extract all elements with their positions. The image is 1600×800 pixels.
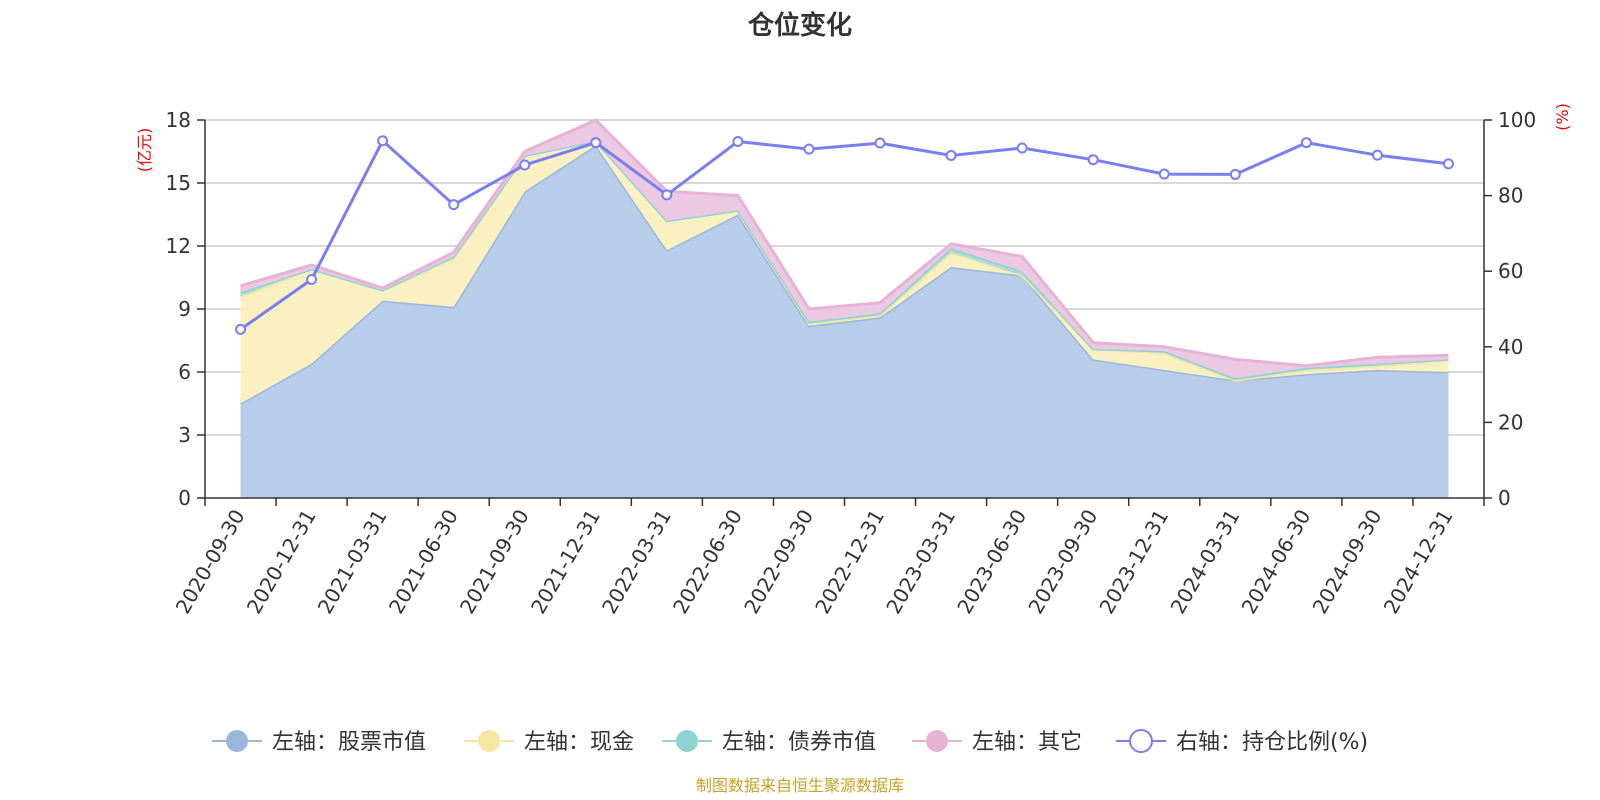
x-tick-label: 2021-03-31: [313, 505, 392, 618]
x-tick-label: 2023-09-30: [1023, 505, 1102, 618]
stacked-areas: [239, 118, 1449, 498]
ratio-point: [235, 323, 247, 335]
x-tick-label: 2022-12-31: [810, 505, 889, 618]
legend-marker: [226, 730, 248, 752]
right-tick-label: 100: [1498, 108, 1536, 132]
ratio-point: [377, 135, 389, 147]
area-series: [240, 145, 1449, 498]
x-tick-label: 2021-12-31: [526, 505, 605, 618]
ratio-point: [661, 189, 673, 201]
legend-label: 左轴：现金: [524, 730, 634, 755]
x-tick-label: 2022-03-31: [597, 505, 676, 618]
ratio-point: [1229, 168, 1241, 180]
right-tick-label: 0: [1498, 486, 1511, 510]
x-tick-label: 2021-06-30: [384, 505, 463, 618]
x-tick-label: 2020-09-30: [171, 505, 250, 618]
right-axis-unit: (%): [1553, 103, 1572, 131]
x-tick-label: 2022-06-30: [668, 505, 747, 618]
x-tick-label: 2020-12-31: [242, 505, 321, 618]
ratio-point: [306, 274, 318, 286]
right-tick-label: 80: [1498, 184, 1523, 208]
ratio-point: [448, 199, 460, 211]
ratio-point: [945, 150, 957, 162]
right-tick-label: 20: [1498, 410, 1523, 434]
legend-item: 左轴：其它: [912, 730, 1082, 755]
ratio-point: [1016, 142, 1028, 154]
x-tick-label: 2024-12-31: [1379, 505, 1458, 618]
x-tick-label: 2024-06-30: [1237, 505, 1316, 618]
legend-marker: [478, 730, 500, 752]
right-tick-label: 60: [1498, 259, 1523, 283]
ratio-point: [1442, 158, 1454, 170]
ratio-point: [1158, 168, 1170, 180]
area-series-edge: [240, 118, 1449, 368]
legend-marker: [1129, 729, 1153, 753]
right-tick-label: 40: [1498, 335, 1523, 359]
ratio-point: [732, 136, 744, 148]
legend-marker: [926, 730, 948, 752]
legend-label: 右轴：持仓比例(%): [1176, 730, 1368, 755]
x-tick-label: 2024-09-30: [1308, 505, 1387, 618]
holding-ratio-line: [235, 135, 1454, 335]
left-tick-label: 6: [178, 360, 191, 384]
left-tick-label: 12: [166, 234, 191, 258]
left-tick-label: 0: [178, 486, 191, 510]
legend-label: 左轴：股票市值: [272, 730, 426, 755]
ratio-line-path: [239, 138, 1449, 331]
legend: 左轴：股票市值 左轴：现金 左轴：债券市值 左轴：其它 右轴：持仓比例(%): [212, 729, 1368, 755]
x-tick-label: 2021-09-30: [455, 505, 534, 618]
ratio-point: [519, 159, 531, 171]
left-tick-label: 9: [178, 297, 191, 321]
x-tick-label: 2024-03-31: [1165, 505, 1244, 618]
legend-item: 左轴：债券市值: [662, 730, 876, 755]
ratio-point: [590, 137, 602, 149]
ratio-point: [1371, 149, 1383, 161]
legend-marker: [676, 730, 698, 752]
left-axis-unit: (亿元): [135, 128, 154, 173]
ratio-point: [874, 137, 886, 149]
ratio-point: [1087, 154, 1099, 166]
chart-title: 仓位变化: [747, 10, 852, 41]
ratio-point: [1300, 137, 1312, 149]
legend-item: 左轴：股票市值: [212, 730, 426, 755]
x-tick-label: 2023-06-30: [952, 505, 1031, 618]
left-tick-label: 3: [178, 423, 191, 447]
source-note: 制图数据来自恒生聚源数据库: [696, 776, 904, 795]
legend-item: 左轴：现金: [464, 730, 634, 755]
left-tick-label: 18: [166, 108, 191, 132]
x-tick-label: 2023-03-31: [881, 505, 960, 618]
left-tick-label: 15: [166, 171, 191, 195]
ratio-point: [803, 143, 815, 155]
x-tick-label: 2022-09-30: [739, 505, 818, 618]
legend-item: 右轴：持仓比例(%): [1116, 729, 1368, 755]
legend-label: 左轴：其它: [972, 730, 1082, 755]
legend-label: 左轴：债券市值: [722, 730, 876, 755]
x-tick-label: 2023-12-31: [1094, 505, 1173, 618]
